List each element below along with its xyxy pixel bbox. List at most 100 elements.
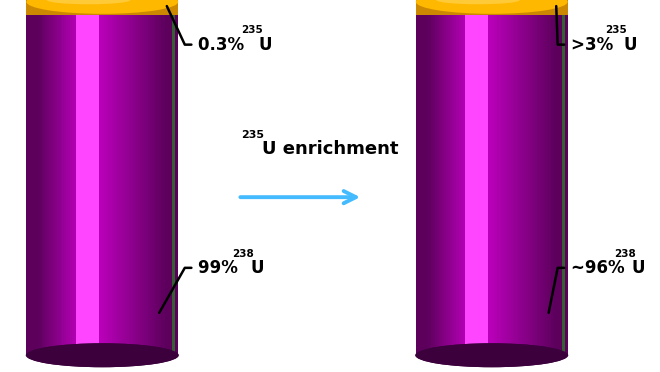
Bar: [537, 2, 539, 355]
Bar: [556, 2, 558, 355]
Bar: [418, 2, 420, 355]
Bar: [422, 2, 424, 355]
Bar: [562, 2, 564, 355]
Bar: [170, 2, 172, 355]
Bar: [110, 2, 112, 355]
Bar: [429, 2, 431, 355]
Text: U: U: [632, 259, 645, 277]
Bar: [106, 2, 108, 355]
Bar: [526, 2, 528, 355]
Bar: [454, 2, 455, 355]
Bar: [174, 2, 176, 355]
Bar: [172, 2, 174, 355]
Bar: [533, 2, 535, 355]
Bar: [152, 2, 154, 355]
Bar: [529, 2, 531, 355]
Bar: [161, 2, 163, 355]
Bar: [159, 2, 161, 355]
Bar: [112, 2, 114, 355]
Bar: [520, 2, 522, 355]
Bar: [46, 2, 48, 355]
Bar: [503, 2, 505, 355]
Text: ~96%: ~96%: [571, 259, 630, 277]
Bar: [74, 2, 76, 355]
Ellipse shape: [26, 343, 178, 367]
Bar: [455, 2, 457, 355]
Bar: [438, 2, 440, 355]
Bar: [176, 2, 178, 355]
Bar: [475, 2, 477, 355]
Bar: [144, 2, 146, 355]
Bar: [100, 2, 102, 355]
Bar: [53, 2, 55, 355]
Text: >3%: >3%: [571, 36, 619, 54]
Bar: [448, 2, 450, 355]
Bar: [26, 2, 28, 355]
Bar: [72, 2, 74, 355]
Bar: [68, 2, 70, 355]
Bar: [558, 2, 560, 355]
Text: 235: 235: [241, 129, 264, 140]
Bar: [498, 2, 499, 355]
Bar: [431, 2, 433, 355]
Bar: [433, 2, 435, 355]
Bar: [465, 2, 467, 355]
Bar: [539, 2, 541, 355]
Bar: [61, 2, 63, 355]
Bar: [478, 2, 480, 355]
Ellipse shape: [436, 0, 520, 4]
Bar: [560, 2, 562, 355]
Bar: [484, 2, 486, 355]
Bar: [135, 2, 137, 355]
Bar: [150, 2, 152, 355]
Bar: [435, 2, 437, 355]
Bar: [87, 2, 89, 355]
Bar: [450, 2, 452, 355]
Bar: [108, 2, 110, 355]
Bar: [550, 2, 552, 355]
Bar: [552, 2, 554, 355]
Text: 235: 235: [241, 25, 263, 35]
Bar: [543, 2, 545, 355]
Bar: [482, 2, 484, 355]
Bar: [55, 2, 57, 355]
Bar: [496, 2, 498, 355]
Text: U: U: [250, 259, 263, 277]
Bar: [473, 2, 475, 355]
Bar: [442, 2, 444, 355]
Ellipse shape: [26, 343, 179, 367]
Bar: [49, 2, 51, 355]
Bar: [63, 2, 64, 355]
Bar: [91, 2, 93, 355]
Bar: [492, 2, 494, 355]
Bar: [79, 2, 81, 355]
Bar: [137, 2, 139, 355]
Bar: [480, 2, 482, 355]
Bar: [437, 2, 438, 355]
Bar: [64, 2, 66, 355]
Bar: [172, 2, 175, 355]
Bar: [38, 2, 40, 355]
Bar: [528, 2, 529, 355]
Bar: [459, 2, 461, 355]
Bar: [420, 2, 422, 355]
Bar: [535, 2, 537, 355]
Text: U: U: [623, 36, 636, 54]
Bar: [505, 2, 507, 355]
Bar: [518, 2, 520, 355]
Bar: [32, 2, 34, 355]
Bar: [490, 2, 492, 355]
Bar: [531, 2, 533, 355]
Bar: [494, 2, 496, 355]
Ellipse shape: [415, 343, 568, 367]
Bar: [70, 2, 72, 355]
Bar: [486, 2, 488, 355]
Bar: [522, 2, 524, 355]
Ellipse shape: [26, 0, 178, 14]
Bar: [467, 2, 469, 355]
Bar: [81, 2, 83, 355]
Bar: [140, 2, 142, 355]
Bar: [131, 2, 133, 355]
Bar: [78, 2, 79, 355]
Bar: [139, 2, 140, 355]
